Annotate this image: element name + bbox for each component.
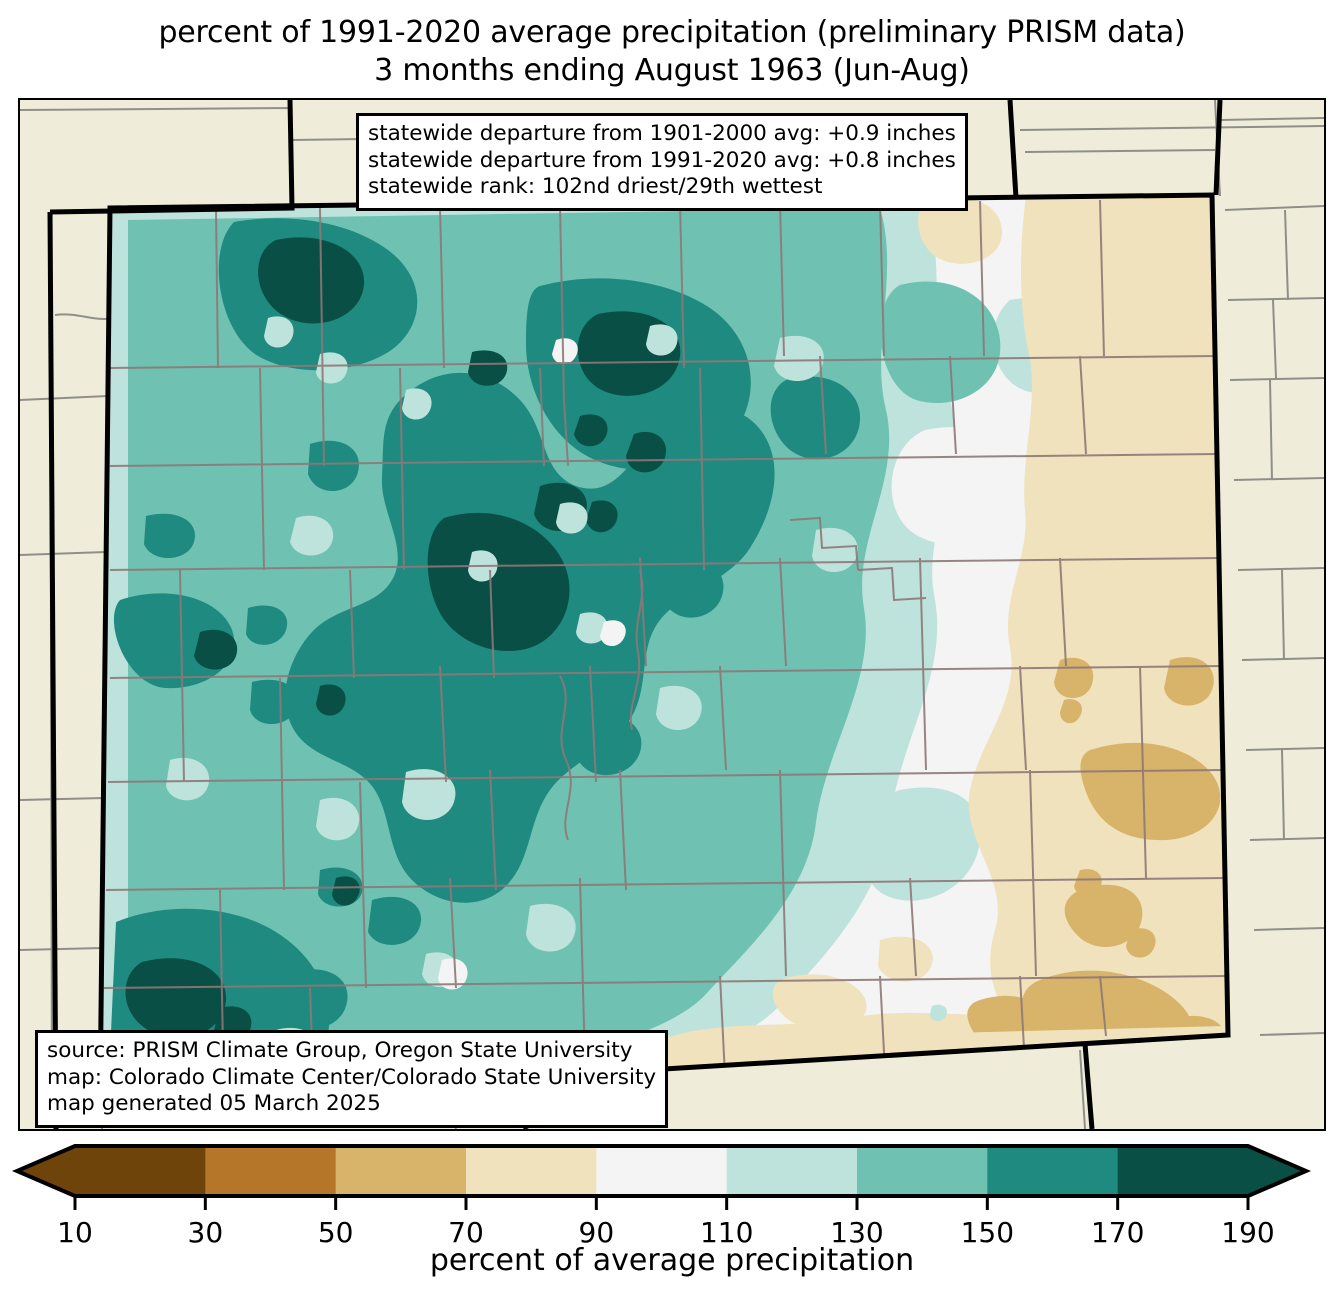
contour-band-110-130 [316, 797, 360, 841]
contour-band-110-130 [862, 787, 981, 901]
contour-band-170-190 [258, 237, 365, 324]
colorbar-svg: 10 30 50 70 90 110 130 150 170 190 [11, 1144, 1312, 1249]
colorbar-tick-label-70: 70 [448, 1216, 484, 1249]
colorbar-band-150-170 [987, 1146, 1119, 1196]
source-line-3: map generated 05 March 2025 [47, 1091, 381, 1116]
colorbar-tick-label-30: 30 [188, 1216, 224, 1249]
contour-band-150-170 [477, 668, 555, 735]
stats-line-3: statewide rank: 102nd driest/29th wettes… [368, 174, 823, 199]
contour-band-50-70 [1080, 742, 1221, 841]
contour-band-170-190 [468, 350, 508, 386]
contour-band-50-70 [1054, 657, 1094, 699]
colorbar-tick-label-90: 90 [579, 1216, 615, 1249]
colorbar-under-arrow [17, 1146, 75, 1196]
contour-band-110-130 [812, 527, 858, 573]
colorbar-band-170-190 [1117, 1146, 1249, 1196]
contour-band-110-130 [290, 515, 334, 556]
contour-band-110-130 [774, 335, 824, 381]
contour-band-170-190 [332, 876, 360, 906]
contour-band-110-130 [576, 612, 608, 644]
contour-band-110-130 [656, 685, 702, 731]
contour-band-110-130 [556, 502, 588, 534]
colorbar-tick-label-10: 10 [57, 1216, 93, 1249]
colorbar-tick-label-190: 190 [1221, 1216, 1274, 1249]
colorbar-tick-label-150: 150 [961, 1216, 1014, 1249]
contour-band-70-90 [772, 974, 867, 1031]
contour-band-150-170 [770, 376, 861, 460]
contour-band-150-170 [368, 896, 422, 945]
colorbar-tick-label-170: 170 [1091, 1216, 1144, 1249]
contour-band-110-130 [402, 388, 432, 420]
stats-line-2: statewide departure from 1991-2020 avg: … [368, 147, 956, 173]
colorado-precipitation-map [20, 100, 1324, 1129]
colorbar-bands [17, 1146, 1306, 1196]
source-textbox: source: PRISM Climate Group, Oregon Stat… [35, 1030, 669, 1128]
colorbar-tick-labels: 10 30 50 70 90 110 130 150 170 190 [57, 1216, 1275, 1249]
contour-band-170-190 [316, 684, 346, 716]
colorado-county-lines [103, 199, 1228, 1101]
contour-band-50-70 [1074, 869, 1102, 897]
source-line-1: source: PRISM Climate Group, Oregon Stat… [47, 1038, 633, 1063]
contour-band-170-190 [427, 512, 570, 652]
contour-band-110-130 [646, 324, 678, 356]
contour-band-170-190 [586, 500, 618, 533]
colorbar-band-50-70 [335, 1146, 467, 1196]
contour-band-150-170 [246, 605, 288, 645]
contour-band-110-130 [316, 352, 348, 384]
contour-band-110-130 [930, 1004, 948, 1022]
contour-band-90-110 [552, 338, 578, 365]
contour-band-90-110 [891, 426, 1027, 546]
contour-band-150-170 [664, 557, 724, 618]
colorbar-band-30-50 [205, 1146, 337, 1196]
colorbar-tick-label-130: 130 [830, 1216, 883, 1249]
colorbar-tick-label-110: 110 [700, 1216, 753, 1249]
colorbar-band-10-30 [75, 1146, 206, 1196]
contour-band-170-190 [626, 431, 667, 473]
title-line-1: percent of 1991-2020 average precipitati… [158, 15, 1186, 50]
contour-band-150-170 [288, 969, 348, 1028]
contour-band-50-70 [1126, 928, 1156, 958]
title-line-2: 3 months ending August 1963 (Jun-Aug) [374, 53, 970, 88]
contour-band-170-190 [194, 629, 238, 670]
contour-band-110-130 [264, 316, 294, 348]
colorbar-caption: percent of average precipitation [429, 1243, 915, 1278]
map-panel[interactable]: statewide departure from 1901-2000 avg: … [18, 98, 1326, 1131]
contour-band-70-90 [878, 936, 933, 982]
contour-band-150-170 [144, 513, 195, 559]
source-line-2: map: Colorado Climate Center/Colorado St… [47, 1064, 657, 1090]
contour-band-150-170 [308, 440, 359, 492]
contour-band-50-70 [1064, 884, 1143, 948]
colorbar-over-arrow [1248, 1146, 1306, 1196]
contour-band-150-170 [250, 679, 298, 725]
colorbar-band-110-130 [726, 1146, 858, 1196]
colorbar-band-70-90 [466, 1146, 597, 1196]
contour-band-50-70 [1060, 699, 1083, 724]
contour-band-90-110 [438, 958, 468, 990]
contour-band-170-190 [125, 958, 227, 1038]
colorbar-band-90-110 [596, 1146, 728, 1196]
colorbar-band-130-150 [857, 1146, 988, 1196]
contour-band-170-190 [574, 414, 608, 447]
contour-band-110-130 [526, 903, 576, 952]
contour-band-90-110 [600, 620, 626, 647]
stats-line-1: statewide departure from 1901-2000 avg: … [368, 121, 956, 146]
contour-band-110-130 [166, 757, 210, 801]
contour-band-50-70 [1164, 657, 1214, 706]
contour-band-110-130 [402, 769, 456, 820]
statistics-textbox: statewide departure from 1901-2000 avg: … [356, 113, 968, 211]
colorbar-tick-label-50: 50 [318, 1216, 354, 1249]
colorbar: 10 30 50 70 90 110 130 150 170 190 [0, 1138, 1344, 1299]
precipitation-contours [100, 195, 1228, 1103]
page-title: percent of 1991-2020 average precipitati… [0, 0, 1344, 90]
colorbar-ticks [73, 1196, 1250, 1210]
contour-band-130-150 [880, 281, 1001, 404]
